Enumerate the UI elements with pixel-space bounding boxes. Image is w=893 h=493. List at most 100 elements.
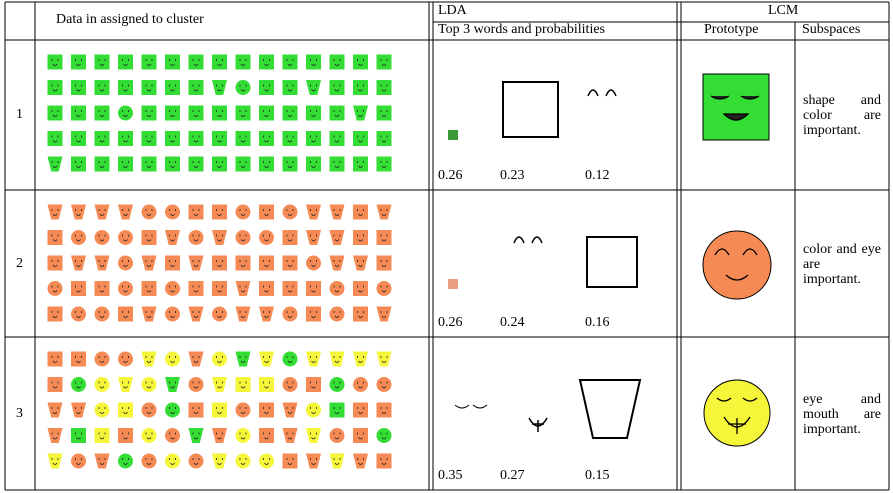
data-icon — [48, 377, 63, 392]
icon-body — [71, 352, 86, 367]
probability: 0.27 — [500, 468, 525, 484]
icon-body — [330, 157, 345, 172]
data-icon — [142, 454, 157, 469]
icon-body — [236, 352, 251, 367]
word-shape — [503, 82, 558, 137]
data-icon — [330, 454, 345, 469]
icon-body — [353, 307, 368, 322]
icon-body — [118, 352, 133, 367]
data-icon — [259, 454, 274, 469]
data-icon — [165, 157, 180, 172]
data-icon — [353, 55, 368, 70]
data-icon — [212, 205, 227, 220]
icon-body — [189, 106, 204, 121]
data-icon — [118, 428, 133, 443]
icon-body — [71, 80, 86, 95]
icon-body — [330, 106, 345, 121]
icon-body — [377, 205, 392, 220]
icon-body — [212, 131, 227, 146]
icon-body — [95, 256, 110, 271]
icon-body — [259, 281, 274, 296]
icon-body — [259, 131, 274, 146]
icon-body — [48, 230, 63, 245]
icon-body — [71, 230, 86, 245]
icon-body — [95, 307, 110, 322]
header-lda: LDA — [438, 3, 467, 19]
data-icon — [330, 307, 345, 322]
icon-body — [189, 428, 204, 443]
header-data: Data in assigned to cluster — [56, 12, 204, 28]
icon-body — [283, 403, 298, 418]
icon-body — [353, 428, 368, 443]
data-icon — [165, 403, 180, 418]
data-icon — [189, 131, 204, 146]
icon-body — [165, 256, 180, 271]
header-lcm: LCM — [768, 3, 798, 19]
icon-body — [353, 205, 368, 220]
data-icon — [165, 131, 180, 146]
data-icon — [283, 230, 298, 245]
data-icon — [212, 403, 227, 418]
data-icon — [71, 205, 86, 220]
icon-body — [142, 377, 157, 392]
data-icon — [48, 403, 63, 418]
data-icon — [71, 454, 86, 469]
icon-body — [71, 55, 86, 70]
data-icon — [212, 131, 227, 146]
subspaces-text: eye and mouth are important. — [803, 392, 881, 437]
data-icon — [236, 377, 251, 392]
icon-body — [48, 352, 63, 367]
icon-body — [283, 80, 298, 95]
data-icon — [118, 131, 133, 146]
data-icon — [377, 352, 392, 367]
data-icon — [48, 205, 63, 220]
icon-body — [259, 352, 274, 367]
data-icon — [353, 352, 368, 367]
data-icon — [330, 106, 345, 121]
data-icon — [142, 377, 157, 392]
icon-body — [306, 256, 321, 271]
icon-body — [142, 307, 157, 322]
icon-body — [95, 403, 110, 418]
icon-body — [306, 454, 321, 469]
icon-body — [71, 281, 86, 296]
probability: 0.23 — [500, 168, 525, 184]
icon-body — [353, 157, 368, 172]
data-icon — [189, 205, 204, 220]
icon-body — [236, 106, 251, 121]
icon-body — [165, 55, 180, 70]
icon-body — [353, 281, 368, 296]
icon-body — [142, 131, 157, 146]
icon-body — [142, 157, 157, 172]
data-icon — [330, 281, 345, 296]
icon-body — [236, 256, 251, 271]
icon-body — [377, 157, 392, 172]
icon-body — [259, 377, 274, 392]
data-icon — [353, 307, 368, 322]
icon-body — [353, 377, 368, 392]
data-icon — [118, 377, 133, 392]
data-icon — [118, 230, 133, 245]
data-icon — [48, 454, 63, 469]
icon-body — [189, 157, 204, 172]
icon-body — [330, 403, 345, 418]
icon-body — [118, 157, 133, 172]
data-icon — [71, 55, 86, 70]
data-icon — [95, 55, 110, 70]
prototype-body — [703, 231, 771, 299]
icon-body — [189, 230, 204, 245]
data-icon — [71, 157, 86, 172]
icon-body — [330, 352, 345, 367]
data-icon — [377, 454, 392, 469]
icon-body — [142, 80, 157, 95]
data-icon — [189, 80, 204, 95]
data-icon — [283, 205, 298, 220]
icon-body — [48, 307, 63, 322]
icon-body — [377, 454, 392, 469]
data-icon — [189, 106, 204, 121]
icon-body — [330, 428, 345, 443]
icon-body — [71, 157, 86, 172]
icon-body — [165, 454, 180, 469]
data-icon — [353, 256, 368, 271]
icon-body — [283, 205, 298, 220]
